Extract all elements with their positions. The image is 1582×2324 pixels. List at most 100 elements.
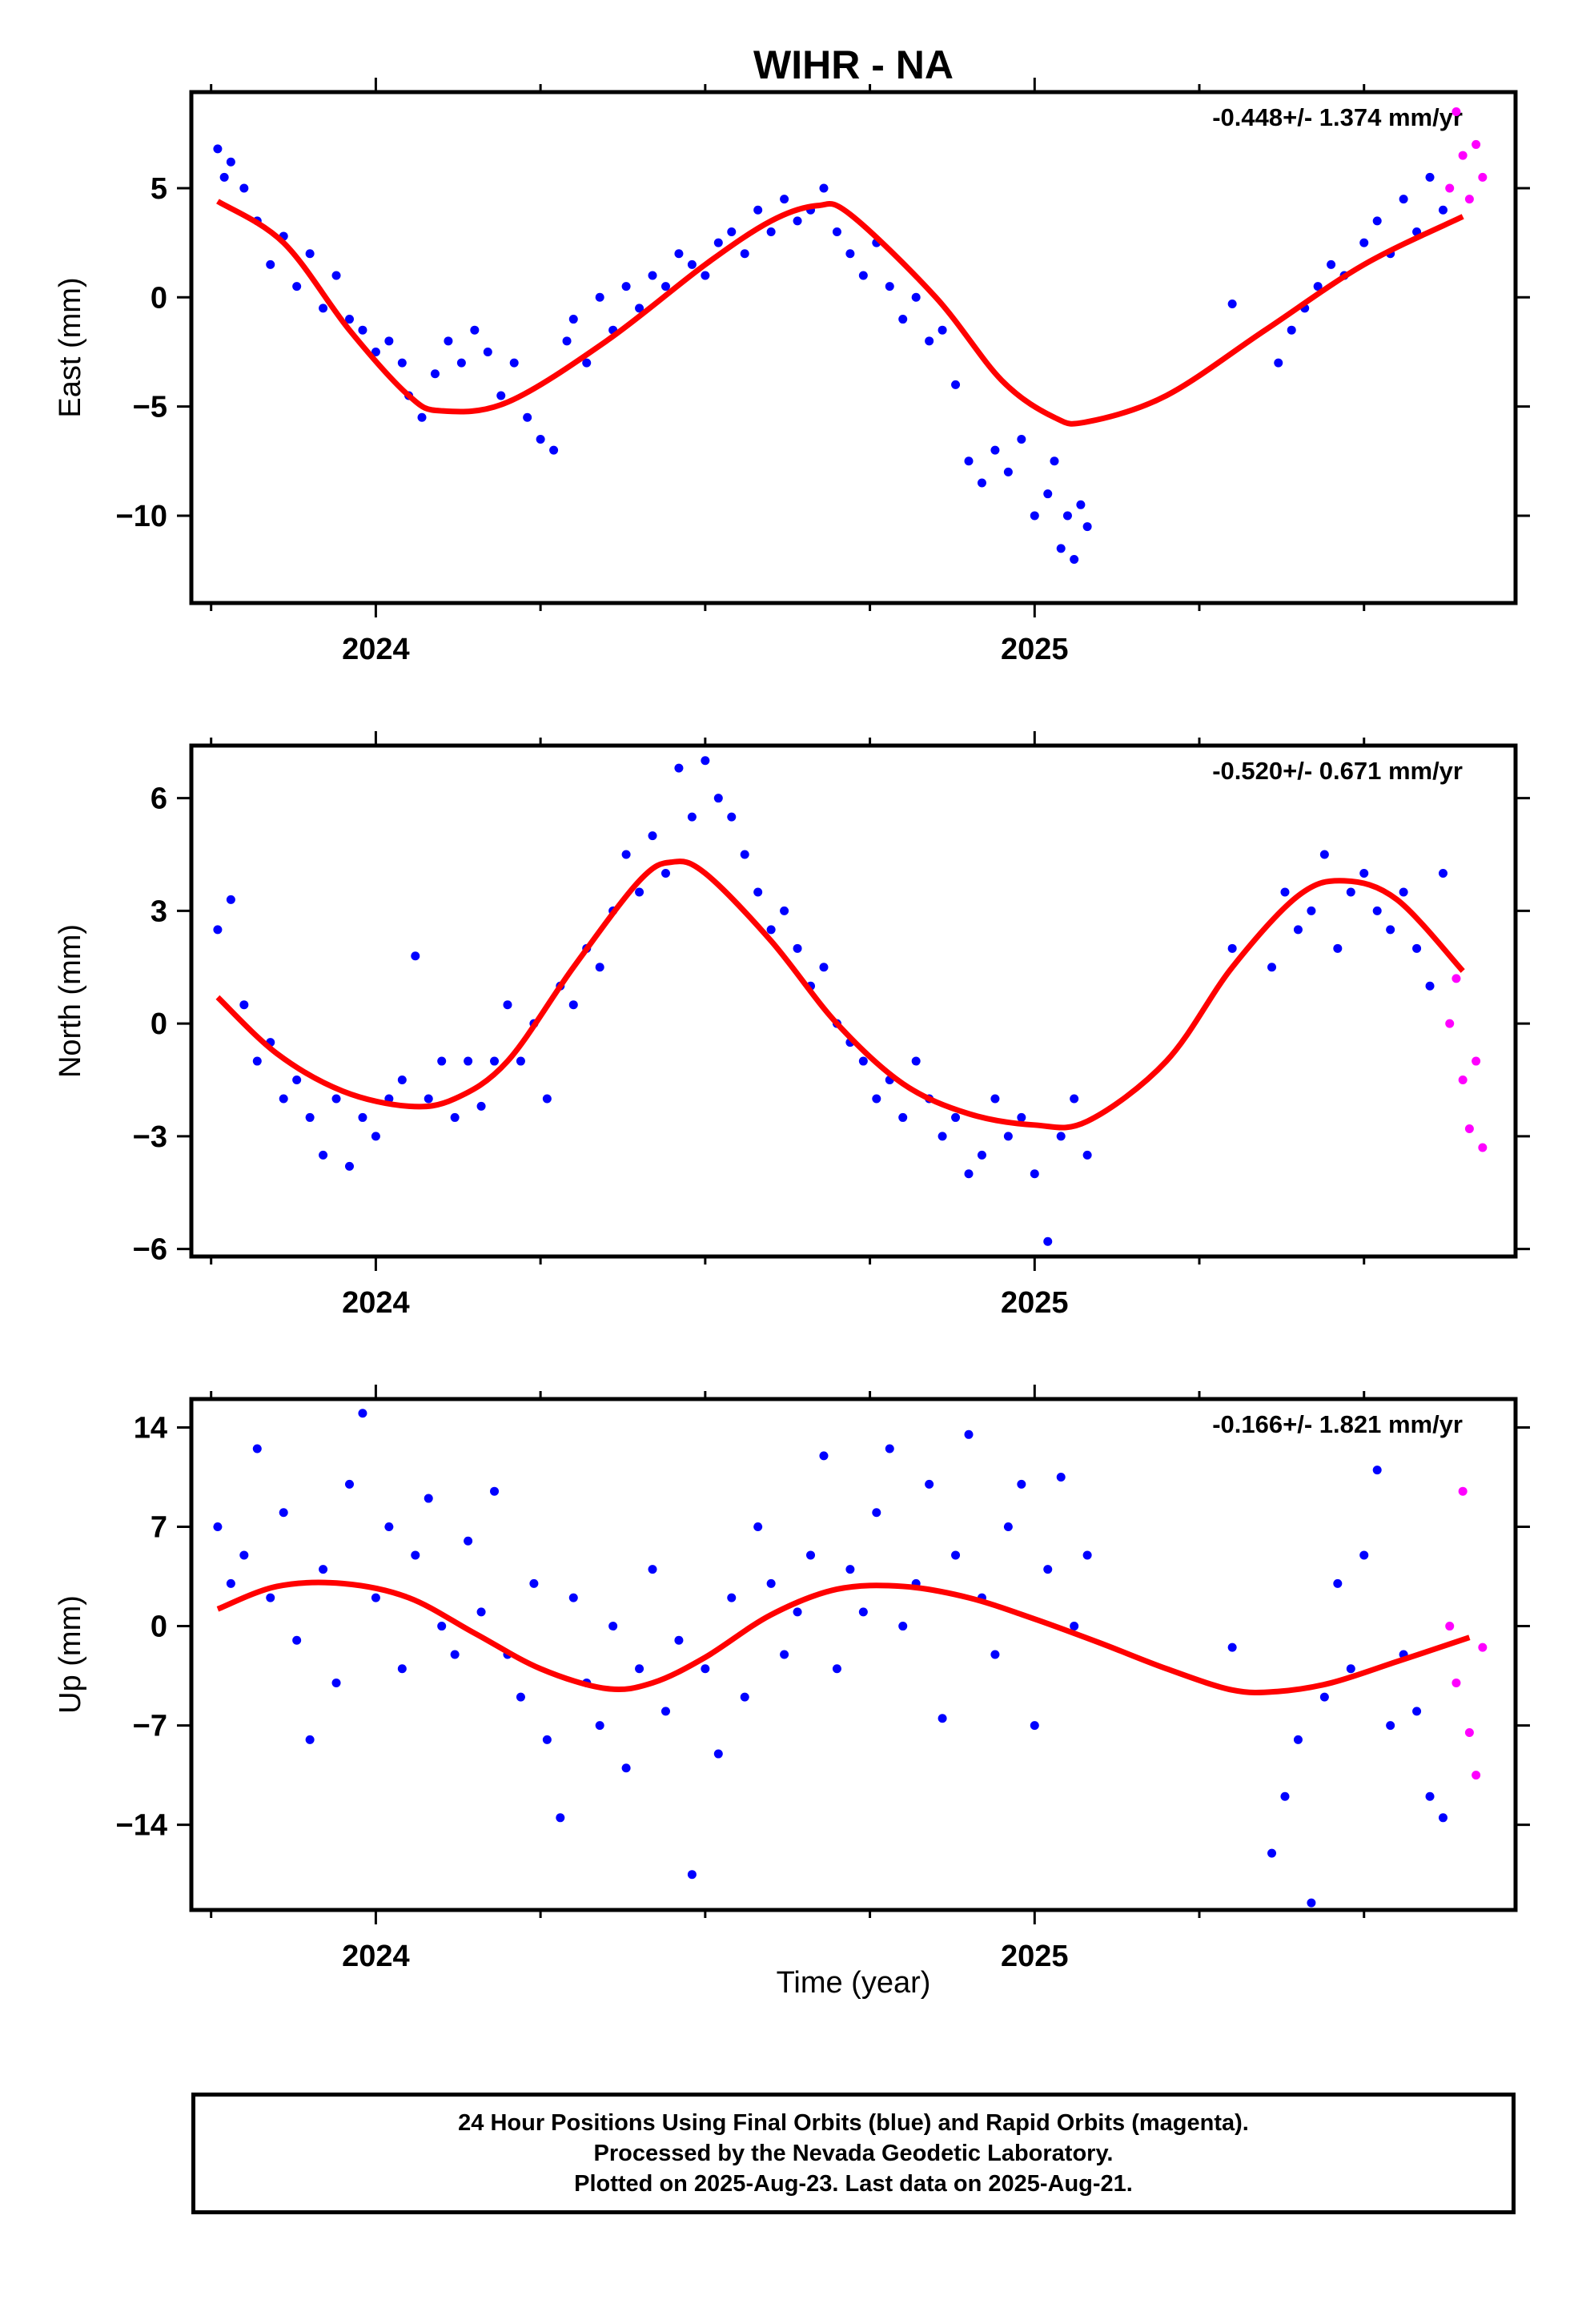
north-final-point xyxy=(305,1112,315,1122)
up-final-point xyxy=(1319,1692,1329,1702)
east-final-point xyxy=(898,315,908,324)
north-y-tick-label: −6 xyxy=(133,1233,167,1267)
north-final-point xyxy=(1438,869,1447,878)
north-final-point xyxy=(397,1076,407,1085)
up-rapid-point xyxy=(1464,1727,1474,1737)
east-final-point xyxy=(509,358,519,368)
north-plot-frame xyxy=(189,743,1518,1259)
up-final-point xyxy=(568,1593,578,1602)
north-final-point xyxy=(1082,1150,1092,1160)
north-final-point xyxy=(1412,943,1422,953)
east-final-point xyxy=(938,325,947,335)
north-final-point xyxy=(858,1056,868,1066)
north-final-point xyxy=(1267,963,1277,972)
up-final-point xyxy=(1333,1578,1343,1588)
north-final-point xyxy=(964,1169,974,1179)
up-final-point xyxy=(371,1593,380,1602)
east-final-point xyxy=(344,315,354,324)
east-x-tick-label: 2024 xyxy=(342,633,410,666)
up-final-point xyxy=(845,1565,855,1574)
up-final-point xyxy=(806,1550,816,1560)
north-final-point xyxy=(1399,887,1408,897)
east-final-point xyxy=(911,292,921,302)
east-final-point xyxy=(213,144,223,154)
east-final-point xyxy=(858,271,868,280)
up-final-point xyxy=(1017,1479,1026,1489)
north-y-tick-label: 6 xyxy=(151,782,167,816)
east-final-point xyxy=(925,336,934,346)
east-final-point xyxy=(753,205,763,215)
north-final-point xyxy=(542,1094,552,1104)
up-rate-annotation: -0.166+/- 1.821 mm/yr xyxy=(1212,1410,1463,1438)
up-x-tick-label: 2025 xyxy=(1001,1940,1069,1973)
x-axis-label: Time (year) xyxy=(777,1966,931,2000)
up-y-axis-label: Up (mm) xyxy=(54,1595,87,1714)
up-final-point xyxy=(951,1550,961,1560)
up-final-point xyxy=(674,1635,684,1645)
east-rapid-point xyxy=(1445,183,1455,193)
up-final-point xyxy=(266,1593,275,1602)
up-final-point xyxy=(608,1622,618,1631)
north-final-point xyxy=(621,850,631,859)
north-final-point xyxy=(226,895,235,904)
up-final-point xyxy=(701,1664,710,1674)
up-y-tick-label: 7 xyxy=(151,1511,167,1545)
east-final-point xyxy=(1274,358,1283,368)
east-final-point xyxy=(1438,205,1447,215)
east-final-point xyxy=(793,216,802,226)
east-final-point xyxy=(523,412,532,422)
east-final-point xyxy=(266,259,275,269)
north-final-point xyxy=(727,812,737,822)
up-final-point xyxy=(635,1664,644,1674)
up-final-point xyxy=(885,1444,894,1454)
east-final-point xyxy=(470,325,480,335)
up-final-point xyxy=(1070,1622,1079,1631)
north-final-point xyxy=(239,1000,249,1010)
north-final-point xyxy=(437,1056,447,1066)
east-rate-annotation: -0.448+/- 1.374 mm/yr xyxy=(1212,103,1463,131)
up-final-point xyxy=(542,1735,552,1744)
east-final-point xyxy=(1425,172,1435,182)
up-x-tick-label: 2024 xyxy=(342,1940,410,1973)
up-final-point xyxy=(1267,1848,1277,1858)
north-final-point xyxy=(319,1150,328,1160)
east-final-point xyxy=(1399,195,1408,204)
east-data-layer xyxy=(213,107,1488,564)
up-final-point xyxy=(529,1578,539,1588)
east-x-tick-label: 2025 xyxy=(1001,633,1069,666)
east-y-tick-label: −5 xyxy=(133,391,167,424)
east-final-point xyxy=(845,249,855,259)
north-final-point xyxy=(661,869,670,878)
north-final-point xyxy=(766,925,776,935)
north-x-tick-label: 2024 xyxy=(342,1286,410,1320)
up-final-point xyxy=(938,1714,947,1723)
up-plot-frame xyxy=(189,1397,1518,1912)
north-final-point xyxy=(911,1056,921,1066)
east-rapid-point xyxy=(1458,151,1468,160)
up-final-point xyxy=(1293,1735,1303,1744)
east-final-point xyxy=(832,227,841,236)
up-final-point xyxy=(766,1578,776,1588)
east-y-tick-label: 5 xyxy=(151,172,167,206)
north-model-curve xyxy=(215,858,1465,1131)
north-final-point xyxy=(1359,869,1369,878)
north-final-point xyxy=(516,1056,525,1066)
up-final-point xyxy=(226,1578,235,1588)
up-final-point xyxy=(556,1813,565,1823)
east-y-tick-label: −10 xyxy=(116,500,167,533)
east-final-point xyxy=(713,238,723,247)
up-model-curve xyxy=(216,1579,1471,1696)
north-final-point xyxy=(740,850,749,859)
up-final-point xyxy=(1003,1522,1013,1531)
east-final-point xyxy=(648,271,657,280)
east-final-point xyxy=(740,249,749,259)
footer-note-box: 24 Hour Positions Using Final Orbits (bl… xyxy=(191,2093,1516,2214)
north-final-point xyxy=(476,1101,486,1111)
up-final-point xyxy=(1372,1466,1382,1475)
north-rapid-point xyxy=(1458,1076,1468,1085)
north-final-point xyxy=(648,831,657,841)
north-final-point xyxy=(990,1094,1000,1104)
up-final-point xyxy=(450,1650,460,1659)
north-final-point xyxy=(358,1112,367,1122)
north-final-point xyxy=(635,887,644,897)
